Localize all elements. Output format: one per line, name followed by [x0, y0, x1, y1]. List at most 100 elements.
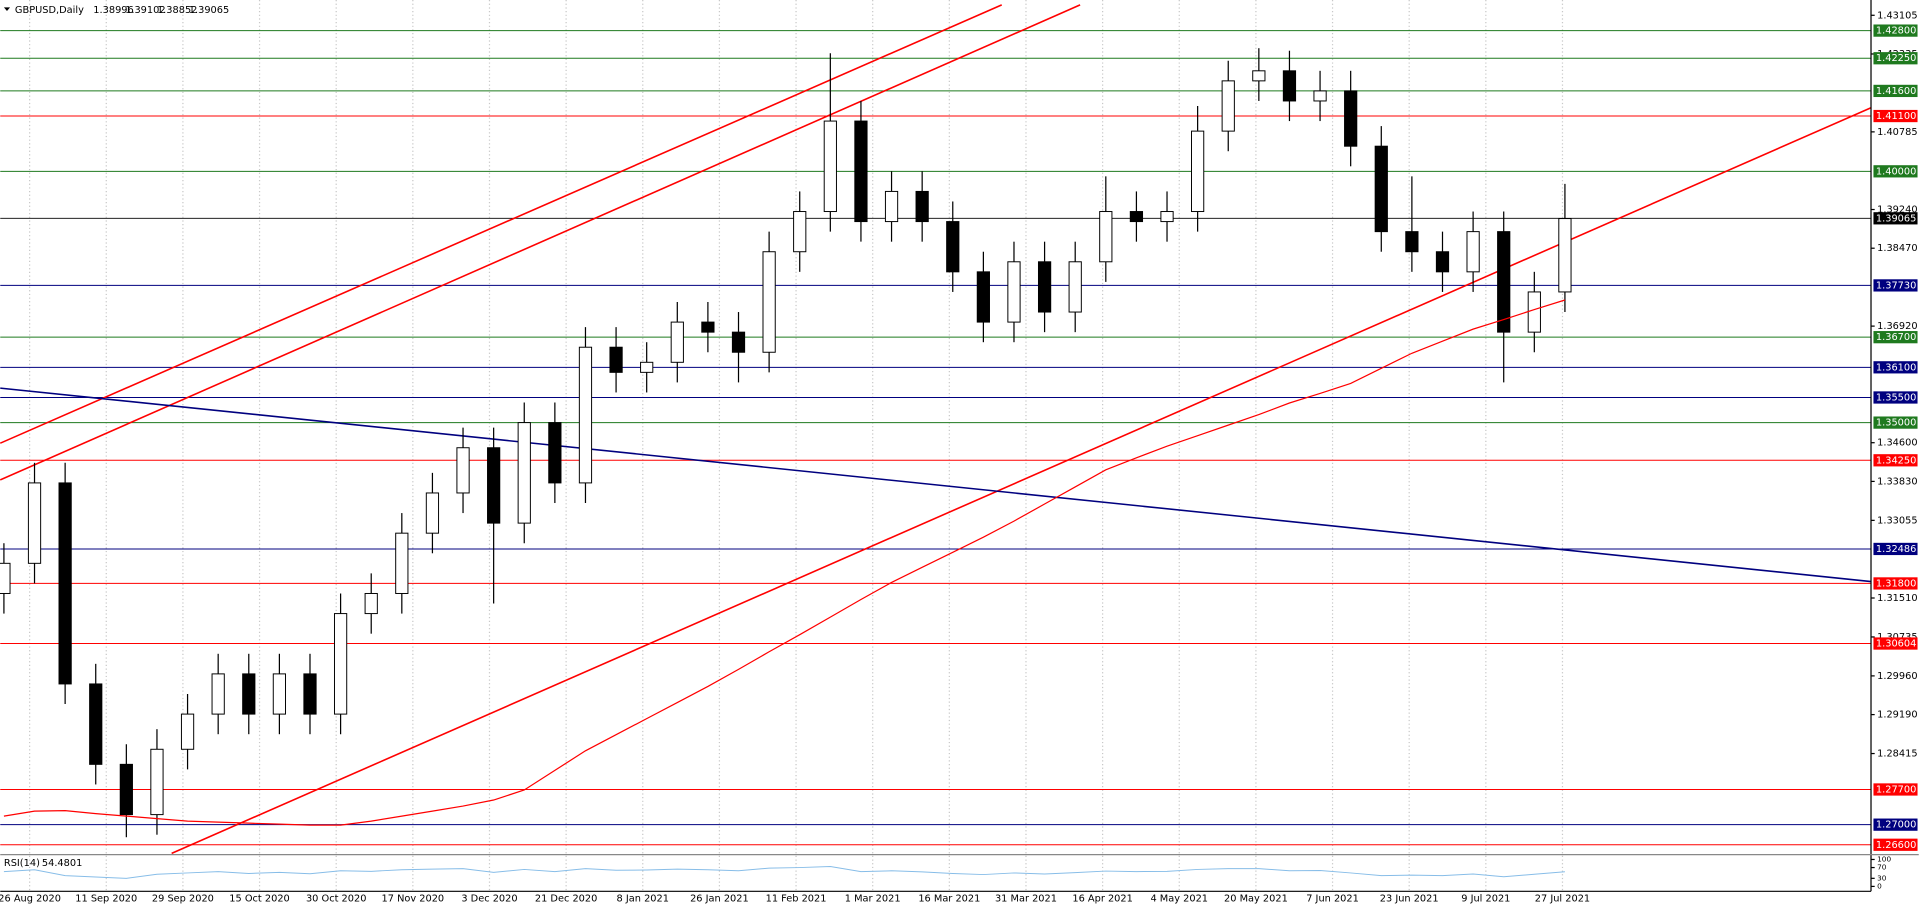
- symbol: GBPUSD,Daily: [15, 5, 84, 16]
- candle-body: [915, 190, 929, 223]
- candle-body: [548, 422, 562, 484]
- level-label-box: [1873, 838, 1918, 851]
- y-tick-label: 1.43105: [1877, 10, 1917, 21]
- rsi-tick-label: 30: [1877, 873, 1887, 882]
- candle-body: [272, 673, 286, 715]
- level-label-box: [1873, 818, 1918, 831]
- moving-average: [3, 299, 1566, 826]
- level-label: 1.41100: [1876, 111, 1916, 122]
- level-label-box: [1873, 783, 1918, 796]
- level-label: 1.26600: [1876, 840, 1916, 851]
- level-label-box: [1873, 212, 1918, 225]
- level-label-box: [1873, 109, 1918, 123]
- level-label: 1.40000: [1876, 166, 1916, 177]
- y-tick-label: 1.34600: [1877, 438, 1917, 449]
- open-value: 1.38996: [93, 5, 133, 16]
- menu-arrow[interactable]: [3, 7, 11, 12]
- candle-body: [364, 592, 378, 615]
- candle-body: [27, 482, 42, 564]
- candle-body: [578, 346, 593, 484]
- candle-body: [1068, 261, 1082, 313]
- candle-body: [1466, 231, 1480, 273]
- x-tick-label: 27 Jul 2021: [1535, 894, 1590, 905]
- level-label: 1.42250: [1876, 53, 1916, 64]
- x-tick-label: 4 May 2021: [1150, 894, 1208, 905]
- level-label: 1.41600: [1876, 86, 1916, 97]
- x-tick-label: 26 Aug 2020: [0, 894, 61, 905]
- candle-body: [1527, 291, 1541, 333]
- candle-body: [731, 331, 746, 353]
- level-label: 1.27700: [1876, 784, 1916, 795]
- level-label: 1.35000: [1876, 418, 1916, 429]
- level-label: 1.36700: [1876, 332, 1916, 343]
- y-tick-label: 1.36920: [1877, 321, 1917, 332]
- x-tick-label: 26 Jan 2021: [690, 894, 749, 905]
- candle-body: [1497, 231, 1511, 333]
- y-tick-label: 1.28415: [1877, 749, 1917, 760]
- candle-body: [854, 120, 868, 223]
- candle-body: [0, 562, 11, 594]
- candle-body: [303, 673, 317, 715]
- candle-body: [1282, 70, 1297, 102]
- level-label-box: [1873, 361, 1918, 374]
- level-label-box: [1873, 52, 1918, 65]
- axis: 26 Aug 2020 11 Sep 2020 29 Sep 2020 15 Oct …: [0, 10, 1918, 904]
- candle-body: [670, 321, 684, 363]
- x-tick-label: 29 Sep 2020: [152, 894, 214, 905]
- y-tick-label: 1.40785: [1877, 127, 1917, 138]
- level-label-box: [1873, 542, 1918, 556]
- x-tick-label: 31 Mar 2021: [995, 894, 1057, 905]
- high-value: 1.39102: [125, 5, 165, 16]
- candle-body: [1099, 211, 1113, 263]
- candle-body: [58, 482, 72, 685]
- candle-body: [517, 422, 531, 524]
- candle-body: [1221, 80, 1235, 132]
- candle-body: [1435, 251, 1450, 273]
- level-label: 1.36100: [1876, 362, 1916, 373]
- x-tick-label: 3 Dec 2020: [461, 894, 517, 905]
- y-tick-label: 1.29190: [1877, 710, 1917, 721]
- x-tick-label: 16 Mar 2021: [918, 894, 980, 905]
- x-tick-label: 8 Jan 2021: [617, 894, 669, 905]
- x-tick-label: 17 Nov 2020: [382, 894, 445, 905]
- candle-body: [946, 221, 960, 273]
- candle-body: [1344, 90, 1358, 147]
- y-tick-label: 1.29960: [1877, 671, 1917, 682]
- level-label: 1.32486: [1876, 544, 1916, 555]
- candle-body: [640, 361, 654, 373]
- x-tick-label: 23 Jun 2021: [1380, 894, 1439, 905]
- grid: [29, 0, 1564, 892]
- candle-body: [1313, 90, 1327, 102]
- candle-body: [823, 120, 837, 213]
- x-tick-label: 7 Jun 2021: [1306, 894, 1359, 905]
- level-label: 1.35500: [1876, 392, 1916, 403]
- level-label-box: [1873, 24, 1918, 37]
- x-tick-label: 30 Oct 2020: [306, 894, 366, 905]
- x-tick-label: 11 Sep 2020: [75, 894, 137, 905]
- level-label-box: [1873, 454, 1918, 467]
- trendline: [0, 387, 1872, 583]
- x-tick-label: 21 Dec 2020: [535, 894, 598, 905]
- candle-body: [89, 683, 103, 765]
- candle-body: [1129, 211, 1144, 223]
- candle-body: [425, 492, 440, 534]
- low-value: 1.38852: [157, 5, 197, 16]
- candle-body: [884, 190, 899, 223]
- trendline: [171, 107, 1872, 855]
- rsi-tick-label: 100: [1877, 854, 1891, 863]
- x-tick-label: 9 Jul 2021: [1461, 894, 1510, 905]
- level-label-box: [1873, 279, 1918, 292]
- level-label-box: [1873, 391, 1918, 404]
- level-label: 1.42800: [1876, 26, 1916, 37]
- candle-body: [1160, 211, 1174, 223]
- y-tick-label: 1.33830: [1877, 476, 1917, 487]
- candles: [0, 48, 1572, 879]
- x-tick-label: 16 Apr 2021: [1072, 894, 1132, 905]
- x-tick-label: 11 Feb 2021: [766, 894, 827, 905]
- candle-body: [1007, 261, 1021, 323]
- candle-body: [1252, 70, 1266, 82]
- y-tick-label: 1.39240: [1877, 205, 1917, 216]
- level-label-box: [1873, 637, 1918, 650]
